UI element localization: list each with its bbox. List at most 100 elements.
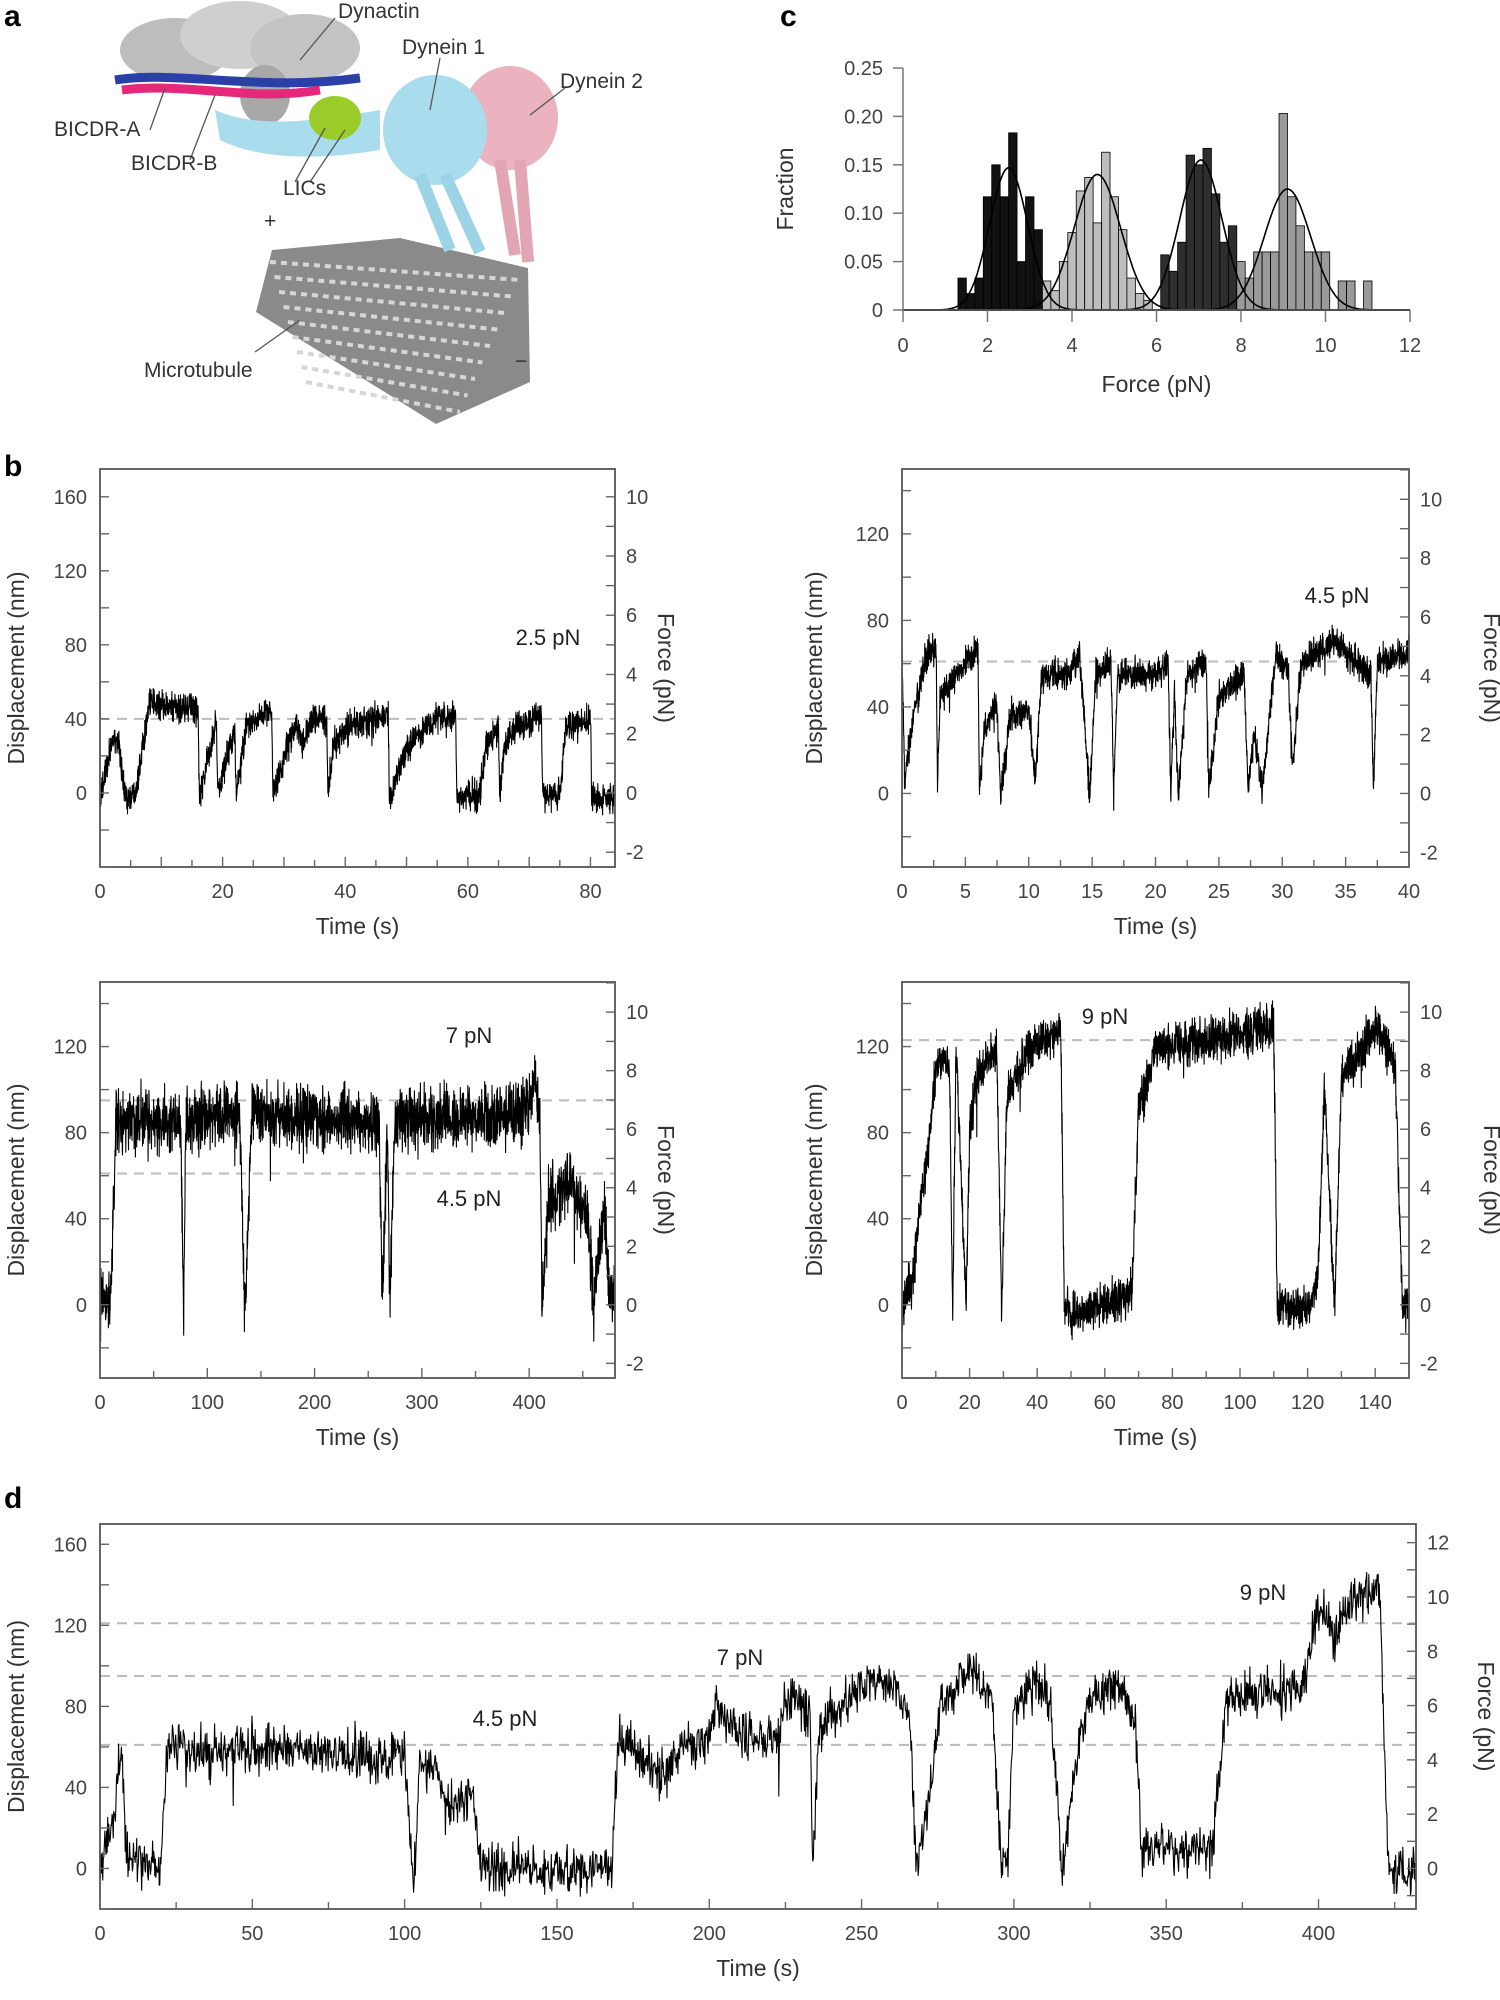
x-axis-title: Time (s) (1114, 1424, 1197, 1450)
y-axis-title: Displacement (nm) (801, 1084, 827, 1277)
y2-tick-label: 2 (1420, 1236, 1431, 1258)
y2-tick-label: 10 (1420, 489, 1442, 511)
histogram-bar (1278, 113, 1288, 311)
histogram-bar (999, 196, 1010, 311)
histogram-bar (1016, 261, 1026, 311)
y2-tick-label: 8 (626, 546, 637, 568)
y2-tick-label: 4 (1427, 1750, 1438, 1772)
protofilament (283, 305, 498, 332)
y2-tick-label: 6 (626, 1119, 637, 1141)
microtubule-protofilaments (269, 260, 521, 414)
y-tick-label: 120 (856, 524, 889, 546)
y-tick-label: 80 (65, 1123, 87, 1145)
x-tick-label: 0 (94, 1392, 105, 1414)
x-tick-label: 400 (1302, 1923, 1335, 1945)
y-axis-title: Displacement (nm) (3, 572, 29, 765)
y-axis-title: Displacement (nm) (3, 1620, 29, 1813)
microtubule (256, 238, 530, 424)
displacement-trace (99, 1055, 616, 1343)
histogram-bar (974, 277, 984, 311)
x-tick-label: 100 (388, 1923, 421, 1945)
x-tick-label: 25 (1208, 881, 1230, 903)
bicdr-b-strand (121, 83, 321, 99)
x-axis-title: Time (s) (316, 1424, 399, 1450)
x-tick-label: 60 (1094, 1392, 1116, 1414)
panel-label-b: b (4, 450, 22, 483)
histogram-bar (1177, 241, 1187, 311)
y-tick-label: 0.20 (844, 106, 883, 128)
histogram-bar (1312, 251, 1322, 311)
x-tick-label: 2 (982, 335, 993, 357)
force-annotation: 7 pN (717, 1645, 763, 1670)
x-tick-label: 250 (845, 1923, 878, 1945)
y-tick-label: 0 (872, 300, 883, 322)
histogram-bar (1126, 277, 1136, 311)
y-tick-label: 80 (65, 1696, 87, 1718)
histogram-bar (1084, 176, 1094, 311)
histogram-bar (1101, 151, 1111, 311)
x-axis-title: Time (s) (716, 1955, 799, 1981)
histogram-bar (1219, 241, 1229, 311)
y2-tick-label: 0 (1427, 1858, 1438, 1880)
y2-tick-label: 6 (626, 605, 637, 627)
x-tick-label: 4 (1066, 335, 1077, 357)
y2-tick-label: 4 (626, 664, 637, 686)
y-tick-label: 80 (867, 1123, 889, 1145)
x-tick-label: 10 (1314, 335, 1336, 357)
x-tick-label: 15 (1081, 881, 1103, 903)
x-tick-label: 140 (1359, 1392, 1392, 1414)
protofilament (296, 350, 476, 381)
y2-axis-title: Force (pN) (653, 613, 679, 723)
panel-label-d: d (4, 1482, 22, 1515)
histogram-bar (1287, 196, 1297, 311)
x-tick-label: 40 (334, 881, 356, 903)
y2-tick-label: -2 (1420, 1353, 1438, 1375)
label-minus-end: − (515, 350, 527, 373)
y-axis-title: Fraction (772, 147, 798, 230)
lics (309, 96, 361, 140)
y2-tick-label: 8 (1420, 548, 1431, 570)
histogram-chart: 0 0.05 0.10 0.15 0.20 0.25 0 2 4 6 8 10 12 Force (pN)… (772, 58, 1421, 397)
displacement-trace (901, 624, 1410, 811)
label-bicdr-b: BICDR-B (131, 152, 217, 175)
x-tick-label: 300 (405, 1392, 438, 1414)
force-annotation: 4.5 pN (473, 1706, 538, 1731)
protofilament (292, 335, 483, 365)
y-axis-title: Displacement (nm) (801, 572, 827, 765)
y-tick-label: 80 (867, 610, 889, 632)
histogram-bar (982, 196, 993, 311)
x-tick-label: 35 (1335, 881, 1357, 903)
y-axis-title: Displacement (nm) (3, 1084, 29, 1277)
y2-tick-label: 10 (626, 487, 648, 509)
trace-chart-b2: 0 40 80 120 -2 0 2 4 6 8 10 0 5 10 15 20 25 30 35 40 Time (s… (801, 468, 1500, 939)
label-dynein-2: Dynein 2 (560, 70, 643, 93)
y2-axis-title: Force (pN) (1479, 613, 1500, 723)
y-tick-label: 40 (65, 1209, 87, 1231)
y2-tick-label: 8 (626, 1061, 637, 1083)
y2-tick-label: 8 (1427, 1641, 1438, 1663)
displacement-trace (99, 687, 616, 816)
series-9-pN (1236, 113, 1373, 311)
x-tick-label: 40 (1398, 881, 1420, 903)
x-tick-label: 50 (241, 1923, 263, 1945)
displacement-trace (99, 1571, 1417, 1897)
histogram-bar (1320, 251, 1331, 311)
y-tick-label: 0 (878, 783, 889, 805)
y2-tick-label: -2 (626, 842, 644, 864)
y-tick-label: 160 (54, 487, 87, 509)
x-tick-label: 300 (997, 1923, 1030, 1945)
y2-axis-title: Force (pN) (653, 1125, 679, 1235)
label-dynactin: Dynactin (338, 0, 420, 23)
x-tick-label: 40 (1026, 1392, 1048, 1414)
y2-axis-title: Force (pN) (1479, 1125, 1500, 1235)
x-tick-label: 0 (897, 335, 908, 357)
y2-tick-label: 0 (626, 1295, 637, 1317)
label-microtubule: Microtubule (144, 359, 253, 382)
histogram-bar (1025, 196, 1035, 311)
x-tick-label: 10 (1018, 881, 1040, 903)
y2-tick-label: -2 (626, 1353, 644, 1375)
y2-tick-label: 2 (1420, 725, 1431, 747)
histogram-bar (1337, 280, 1348, 311)
x-tick-label: 200 (693, 1923, 726, 1945)
